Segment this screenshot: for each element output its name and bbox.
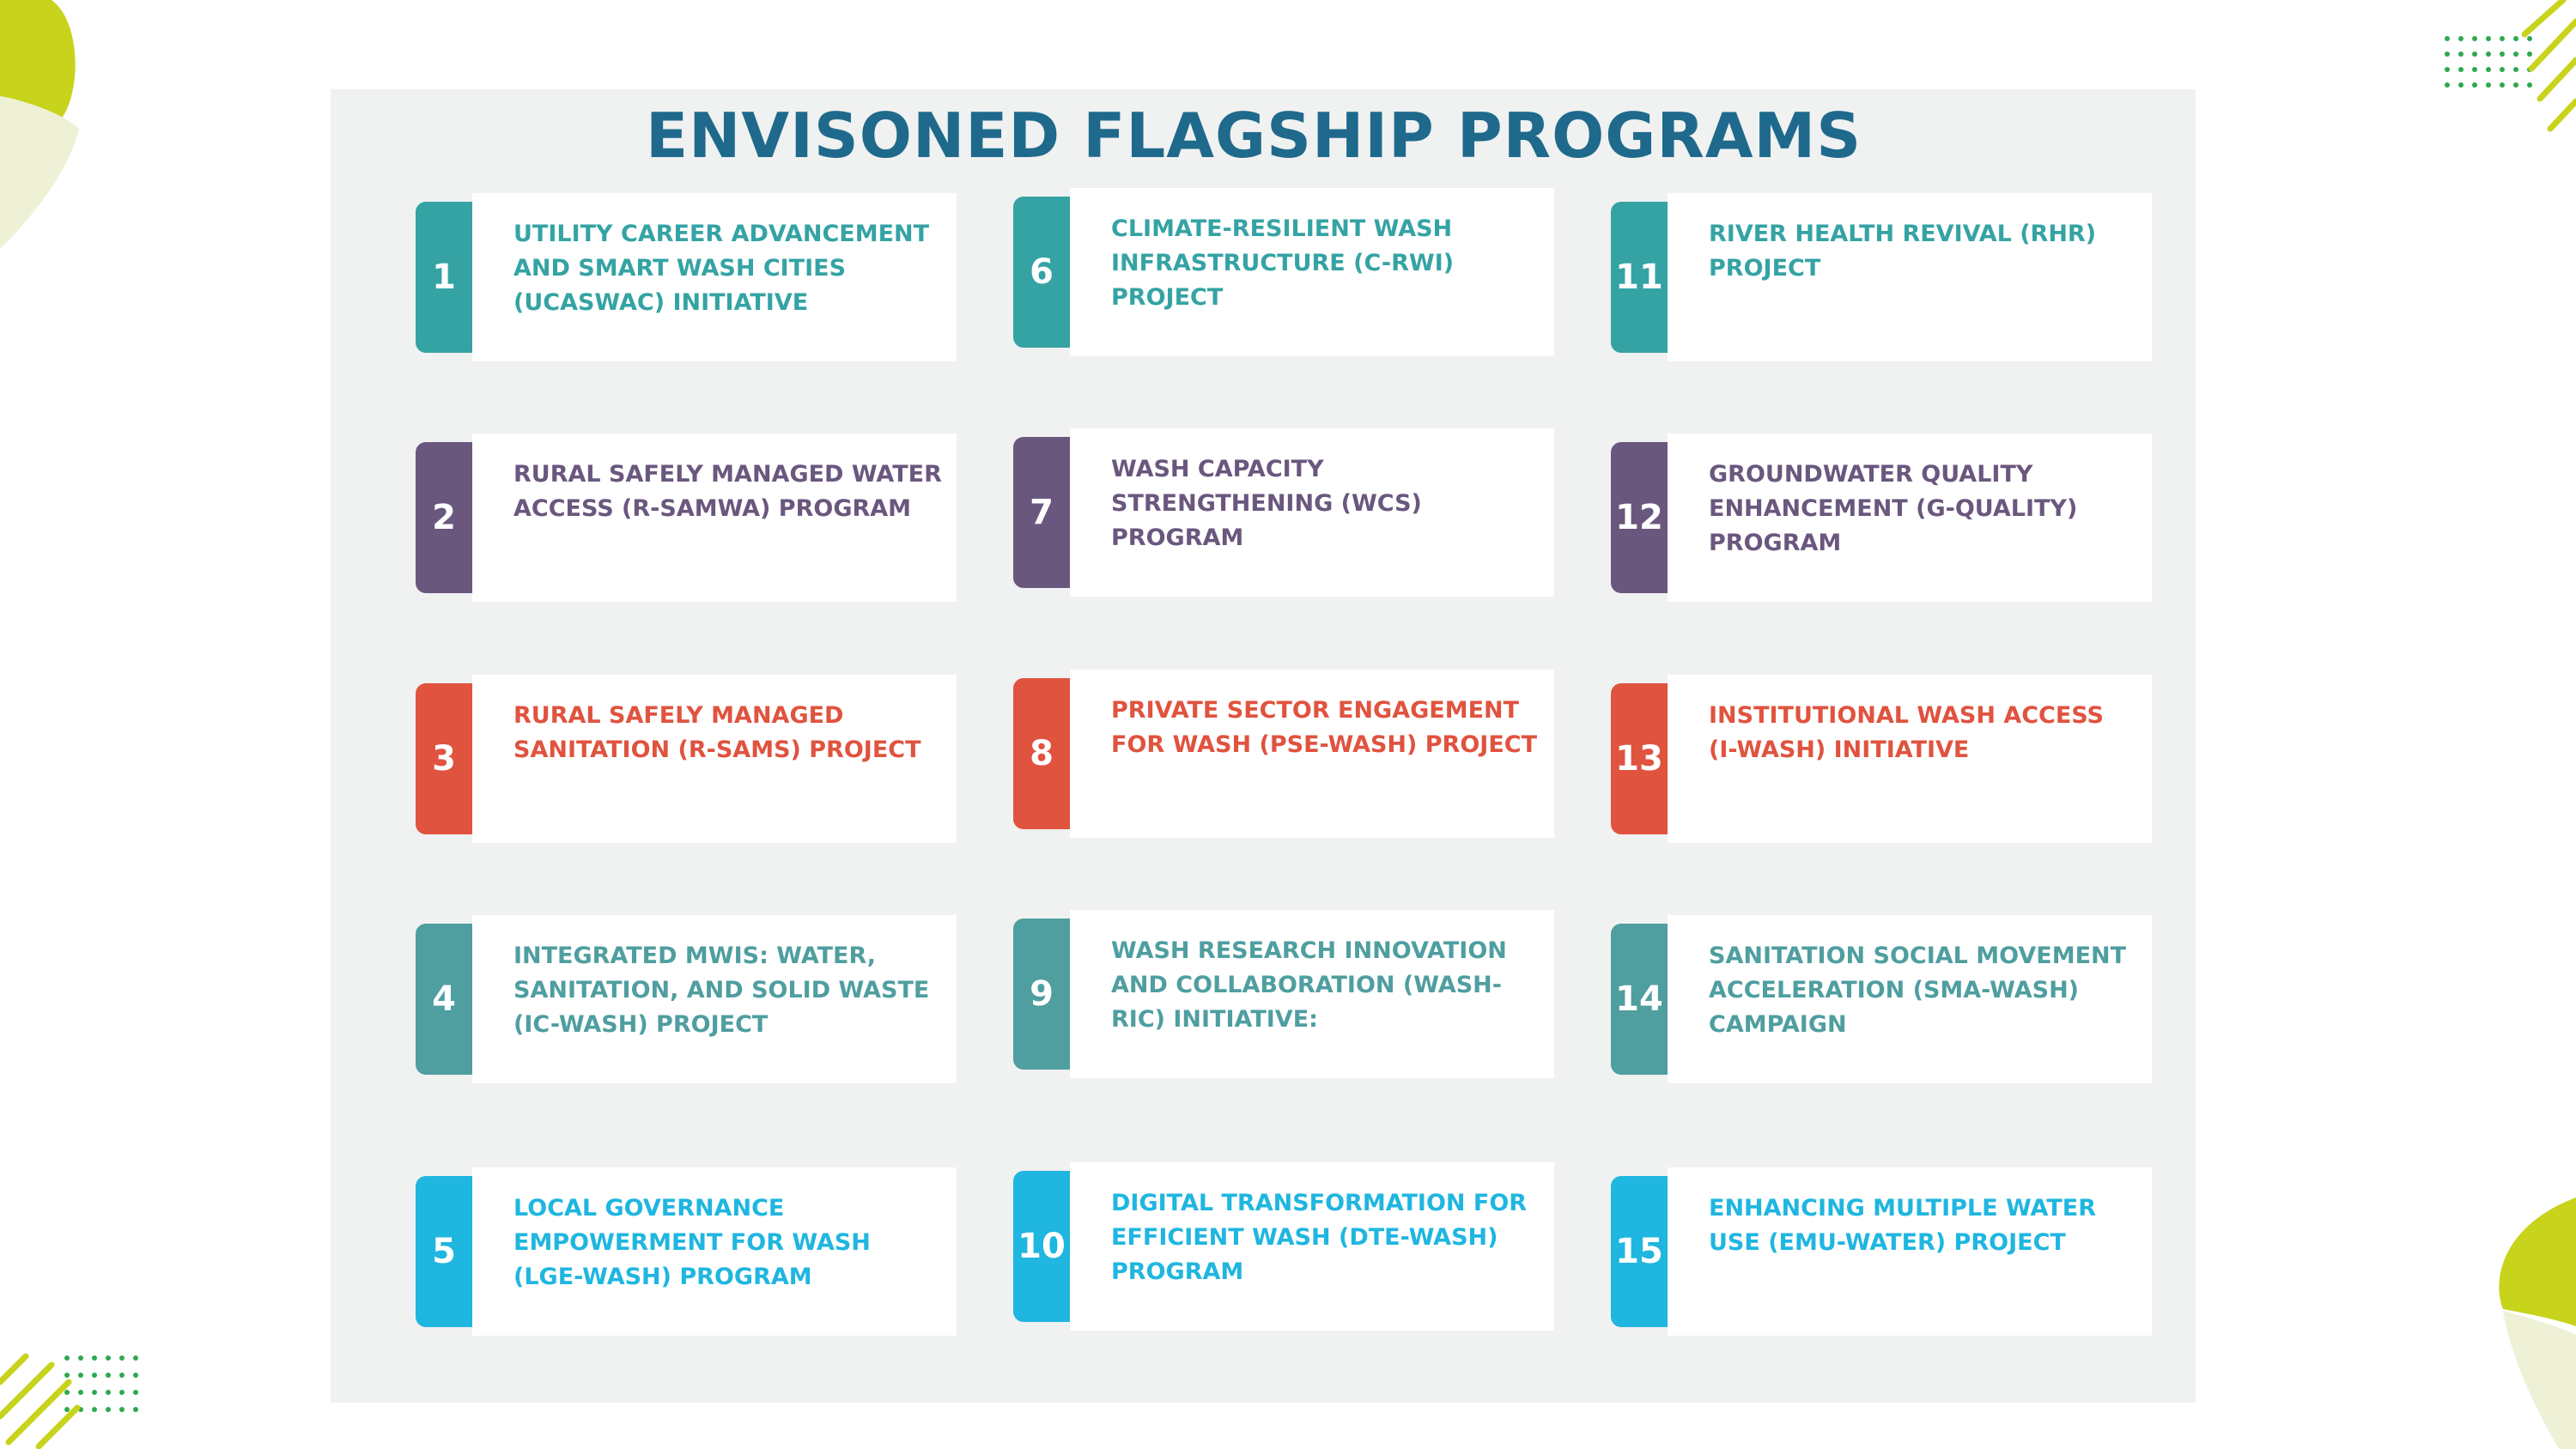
program-number: 4	[416, 924, 472, 1075]
program-card: 9 WASH RESEARCH INNOVATION AND COLLABORAT…	[1013, 910, 1554, 1078]
program-label: INTEGRATED MWIS: WATER, SANITATION, AND …	[513, 943, 930, 1038]
program-box: RURAL SAFELY MANAGED SANITATION (R-SAMS)…	[472, 675, 957, 843]
program-card: 10 DIGITAL TRANSFORMATION FOR EFFICIENT W…	[1013, 1162, 1554, 1331]
program-label: GROUNDWATER QUALITY ENHANCEMENT (G-QUALI…	[1709, 461, 2078, 556]
program-label: INSTITUTIONAL WASH ACCESS (I-WASH) INITI…	[1709, 702, 2104, 763]
program-card: 4 INTEGRATED MWIS: WATER, SANITATION, AND…	[416, 915, 957, 1083]
program-number: 10	[1013, 1171, 1070, 1322]
program-card: 1 UTILITY CAREER ADVANCEMENT AND SMART WA…	[416, 193, 957, 361]
program-card: 12 GROUNDWATER QUALITY ENHANCEMENT (G-QUA…	[1611, 433, 2152, 602]
program-box: RURAL SAFELY MANAGED WATER ACCESS (R-SAM…	[472, 433, 957, 602]
program-number: 1	[416, 202, 472, 353]
program-number: 12	[1611, 442, 1668, 593]
program-box: WASH CAPACITY STRENGTHENING (WCS) PROGRA…	[1070, 428, 1554, 597]
program-box: INTEGRATED MWIS: WATER, SANITATION, AND …	[472, 915, 957, 1083]
program-box: CLIMATE-RESILIENT WASH INFRASTRUCTURE (C…	[1070, 188, 1554, 356]
program-label: SANITATION SOCIAL MOVEMENT ACCELERATION …	[1709, 943, 2127, 1038]
program-box: WASH RESEARCH INNOVATION AND COLLABORATI…	[1070, 910, 1554, 1078]
bottom-left-stripes-decoration	[0, 1353, 138, 1449]
program-card: 8 PRIVATE SECTOR ENGAGEMENT FOR WASH (PSE…	[1013, 670, 1554, 838]
program-number: 6	[1013, 197, 1070, 348]
program-card: 5 LOCAL GOVERNANCE EMPOWERMENT FOR WASH (…	[416, 1167, 957, 1336]
program-card: 11 RIVER HEALTH REVIVAL (RHR) PROJECT	[1611, 193, 2152, 361]
program-card: 3 RURAL SAFELY MANAGED SANITATION (R-SAMS…	[416, 675, 957, 843]
program-box: UTILITY CAREER ADVANCEMENT AND SMART WAS…	[472, 193, 957, 361]
program-number: 8	[1013, 678, 1070, 829]
program-label: WASH CAPACITY STRENGTHENING (WCS) PROGRA…	[1111, 456, 1422, 551]
program-label: CLIMATE-RESILIENT WASH INFRASTRUCTURE (C…	[1111, 215, 1455, 311]
page-title: ENVISONED FLAGSHIP PROGRAMS	[645, 100, 1862, 172]
program-label: PRIVATE SECTOR ENGAGEMENT FOR WASH (PSE-…	[1111, 697, 1538, 758]
program-box: ENHANCING MULTIPLE WATER USE (EMU-WATER)…	[1668, 1167, 2152, 1336]
program-box: INSTITUTIONAL WASH ACCESS (I-WASH) INITI…	[1668, 675, 2152, 843]
program-card: 2 RURAL SAFELY MANAGED WATER ACCESS (R-SA…	[416, 433, 957, 602]
program-number: 11	[1611, 202, 1668, 353]
program-label: LOCAL GOVERNANCE EMPOWERMENT FOR WASH (L…	[513, 1195, 871, 1290]
program-number: 14	[1611, 924, 1668, 1075]
program-card: 14 SANITATION SOCIAL MOVEMENT ACCELERATIO…	[1611, 915, 2152, 1083]
program-label: WASH RESEARCH INNOVATION AND COLLABORATI…	[1111, 937, 1507, 1033]
program-label: DIGITAL TRANSFORMATION FOR EFFICIENT WAS…	[1111, 1190, 1528, 1285]
program-box: LOCAL GOVERNANCE EMPOWERMENT FOR WASH (L…	[472, 1167, 957, 1336]
program-label: RIVER HEALTH REVIVAL (RHR) PROJECT	[1709, 221, 2097, 282]
program-box: SANITATION SOCIAL MOVEMENT ACCELERATION …	[1668, 915, 2152, 1083]
program-card: 7 WASH CAPACITY STRENGTHENING (WCS) PROGR…	[1013, 428, 1554, 597]
program-number: 13	[1611, 683, 1668, 834]
program-number: 15	[1611, 1176, 1668, 1327]
program-box: DIGITAL TRANSFORMATION FOR EFFICIENT WAS…	[1070, 1162, 1554, 1331]
program-label: UTILITY CAREER ADVANCEMENT AND SMART WAS…	[513, 221, 930, 316]
program-number: 2	[416, 442, 472, 593]
top-right-stripes-decoration	[2445, 0, 2576, 132]
program-box: RIVER HEALTH REVIVAL (RHR) PROJECT	[1668, 193, 2152, 361]
program-box: PRIVATE SECTOR ENGAGEMENT FOR WASH (PSE-…	[1070, 670, 1554, 838]
program-label: RURAL SAFELY MANAGED SANITATION (R-SAMS)…	[513, 702, 921, 763]
program-number: 3	[416, 683, 472, 834]
bottom-right-leaf-decoration	[2499, 1197, 2576, 1449]
program-number: 9	[1013, 919, 1070, 1070]
program-number: 7	[1013, 437, 1070, 588]
program-number: 5	[416, 1176, 472, 1327]
program-box: GROUNDWATER QUALITY ENHANCEMENT (G-QUALI…	[1668, 433, 2152, 602]
top-left-leaf-decoration	[0, 0, 79, 249]
program-card: 6 CLIMATE-RESILIENT WASH INFRASTRUCTURE (…	[1013, 188, 1554, 356]
program-card: 13 INSTITUTIONAL WASH ACCESS (I-WASH) INI…	[1611, 675, 2152, 843]
program-label: RURAL SAFELY MANAGED WATER ACCESS (R-SAM…	[513, 461, 942, 522]
program-label: ENHANCING MULTIPLE WATER USE (EMU-WATER)…	[1709, 1195, 2096, 1256]
program-card: 15 ENHANCING MULTIPLE WATER USE (EMU-WATE…	[1611, 1167, 2152, 1336]
